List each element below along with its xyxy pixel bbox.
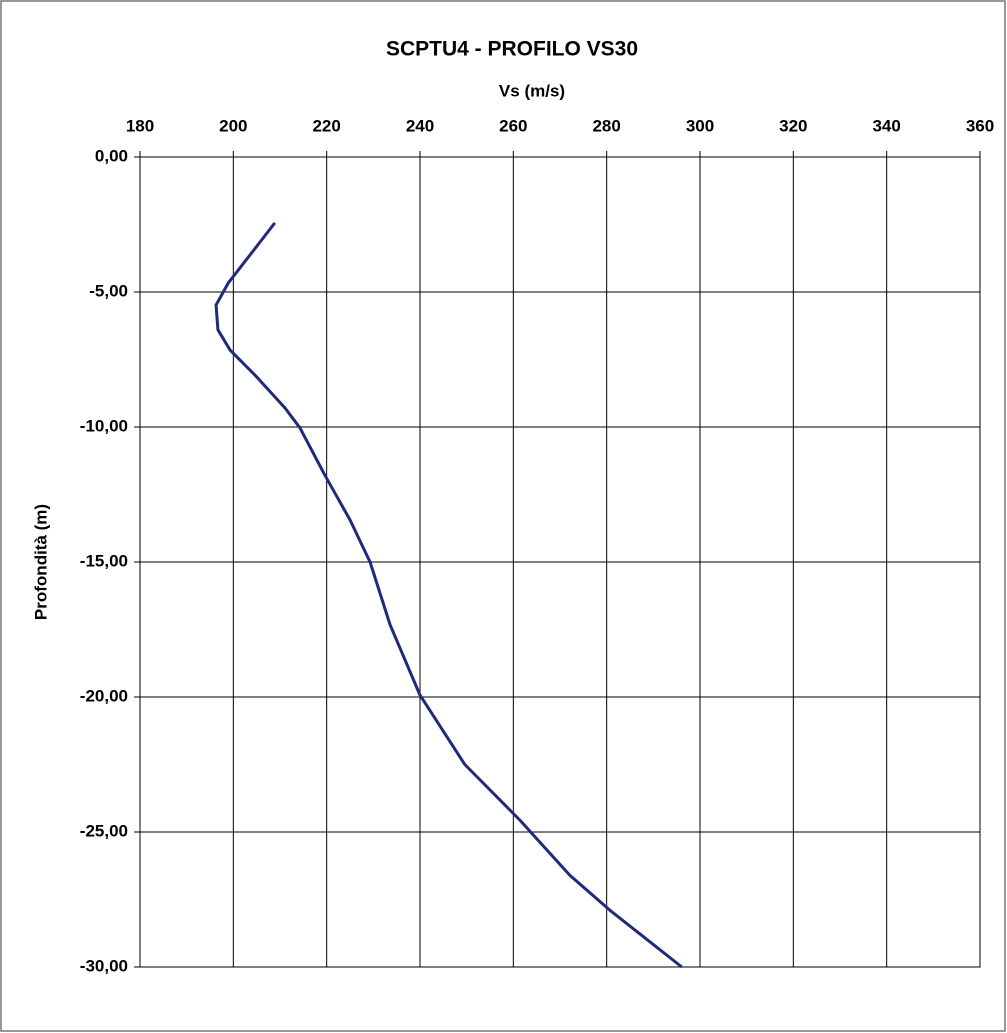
x-tick-label: 340 <box>872 116 900 135</box>
y-tick-label: 0,00 <box>95 146 128 165</box>
y-tick-label: -30,00 <box>80 956 128 975</box>
y-axis-label: Profondità (m) <box>31 504 50 620</box>
y-tick-label: -20,00 <box>80 686 128 705</box>
x-tick-label: 360 <box>966 116 994 135</box>
x-tick-label: 280 <box>592 116 620 135</box>
y-tick-label: -25,00 <box>80 821 128 840</box>
chart-title: SCPTU4 - PROFILO VS30 <box>386 38 638 61</box>
y-tick-label: -15,00 <box>80 551 128 570</box>
x-tick-label: 200 <box>219 116 247 135</box>
x-tick-label: 240 <box>406 116 434 135</box>
x-tick-label: 220 <box>312 116 340 135</box>
x-tick-label: 260 <box>499 116 527 135</box>
x-tick-label: 300 <box>686 116 714 135</box>
y-tick-label: -5,00 <box>89 281 128 300</box>
x-tick-label: 320 <box>779 116 807 135</box>
profile-line <box>214 221 683 969</box>
y-tick-label: -10,00 <box>80 416 128 435</box>
x-axis-label: Vs (m/s) <box>499 81 565 100</box>
x-tick-label: 180 <box>126 116 154 135</box>
